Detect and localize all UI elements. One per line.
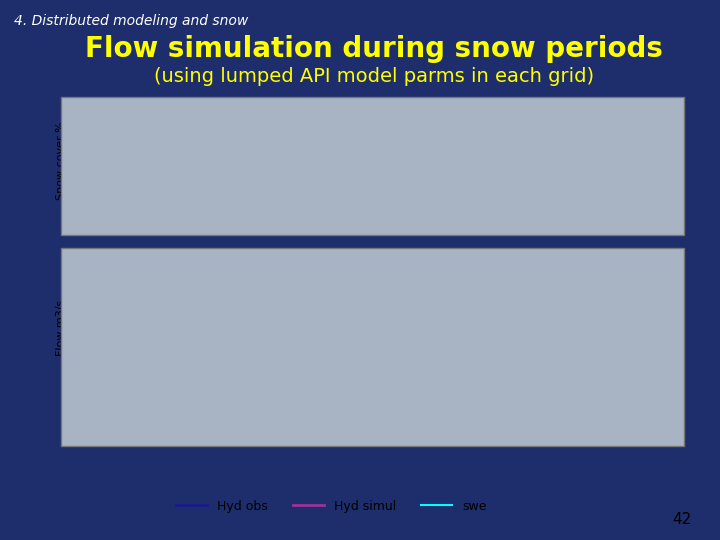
Y-axis label: Snow cover %: Snow cover %	[55, 122, 66, 200]
Text: Flow simulation during snow periods: Flow simulation during snow periods	[86, 35, 663, 63]
Y-axis label: Snow Water Equivalent (mm): Snow Water Equivalent (mm)	[620, 252, 630, 404]
Text: 4. Distributed modeling and snow: 4. Distributed modeling and snow	[14, 14, 248, 28]
Legend: Hyd obs, Hyd simul, swe: Hyd obs, Hyd simul, swe	[171, 495, 492, 517]
Y-axis label: Flow m3/s: Flow m3/s	[55, 300, 66, 356]
Text: (using lumped API model parms in each grid): (using lumped API model parms in each gr…	[154, 68, 595, 86]
Text: 42: 42	[672, 511, 691, 526]
